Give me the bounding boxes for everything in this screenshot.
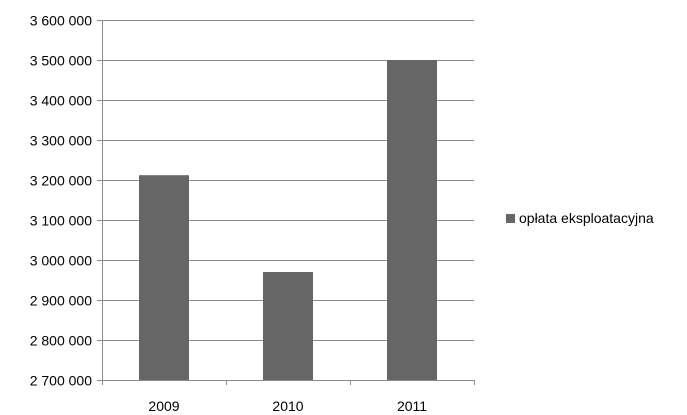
- x-tick-label: 2009: [148, 398, 179, 414]
- y-axis-tick-labels: 2 700 000 2 800 000 2 900 000 3 000 000 3 10…: [30, 13, 92, 389]
- y-tick-label: 3 300 000: [30, 133, 92, 149]
- x-axis-tick-labels: 2009 2010 2011: [148, 398, 427, 414]
- bar-2010: [263, 272, 313, 380]
- legend: opłata eksploatacyjna: [506, 210, 654, 226]
- y-tick-label: 2 800 000: [30, 333, 92, 349]
- y-tick-label: 3 200 000: [30, 173, 92, 189]
- x-tick-label: 2011: [397, 398, 427, 414]
- y-tick-label: 3 000 000: [30, 253, 92, 269]
- bar-2009: [139, 175, 189, 380]
- legend-label: opłata eksploatacyjna: [519, 210, 654, 226]
- y-tick-label: 3 100 000: [30, 213, 92, 229]
- bars: [139, 60, 437, 380]
- bar-2011: [387, 60, 437, 380]
- y-tick-label: 3 500 000: [30, 53, 92, 69]
- axes: [102, 20, 475, 385]
- y-tick-label: 2 700 000: [30, 373, 92, 389]
- y-tick-label: 3 400 000: [30, 93, 92, 109]
- x-tick-label: 2010: [272, 398, 303, 414]
- legend-swatch: [506, 213, 515, 223]
- y-tick-label: 3 600 000: [30, 13, 92, 29]
- y-tick-label: 2 900 000: [30, 293, 92, 309]
